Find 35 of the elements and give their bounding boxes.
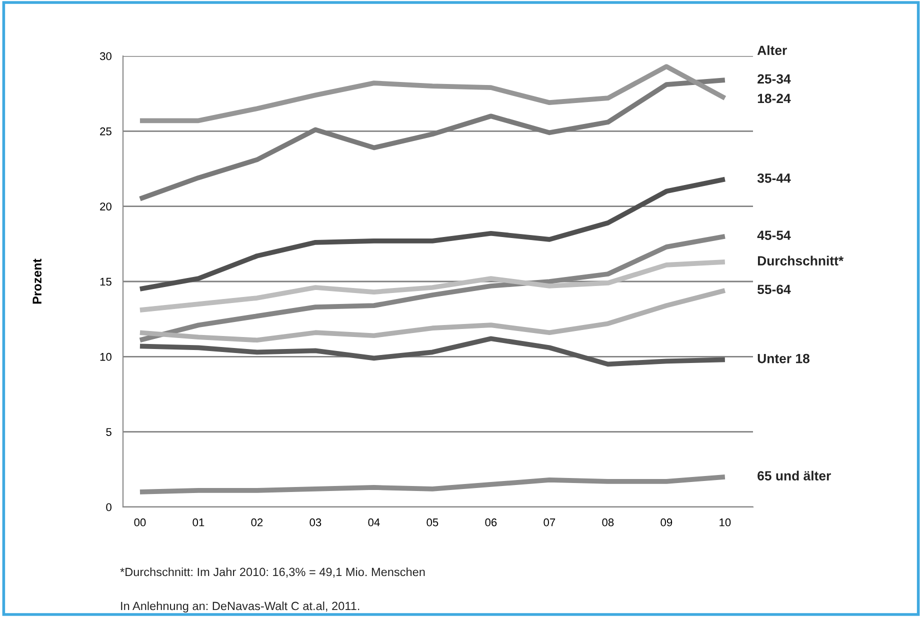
text: *Durchschnitt: Im Jahr 2010: 16,3% = 49,1 Mio. Menschen xyxy=(120,567,425,578)
x-tick-label: 09 xyxy=(660,518,672,526)
x-tick-label: 01 xyxy=(192,518,204,526)
x-tick-label: 07 xyxy=(544,518,556,526)
text: 35-44 xyxy=(757,173,791,183)
x-tick-label: 03 xyxy=(310,518,322,526)
y-tick-label: 0 xyxy=(106,503,112,512)
text: 18-24 xyxy=(758,94,791,104)
text: 65 und älter xyxy=(758,470,831,480)
x-tick-label: 08 xyxy=(602,518,614,526)
text: Durchschnitt* xyxy=(758,256,844,266)
x-tick-label: 06 xyxy=(485,518,497,526)
line-series xyxy=(138,474,728,494)
y-tick-label: 5 xyxy=(106,428,112,436)
y-tick-label: 25 xyxy=(100,127,112,136)
text: In Anlehnung an: DeNavas-Walt C at.al, 2011. xyxy=(121,601,360,613)
line-series xyxy=(138,64,728,124)
x-tick-label: 10 xyxy=(720,518,731,526)
line-series xyxy=(138,176,728,292)
y-tick-label: 10 xyxy=(100,352,112,361)
text: 25-34 xyxy=(758,74,791,84)
x-tick-label: 04 xyxy=(368,518,380,526)
x-tick-label: 05 xyxy=(426,518,438,526)
y-axis-title: Prozent xyxy=(32,258,42,304)
line-series xyxy=(138,260,728,312)
line-series xyxy=(138,288,728,343)
x-tick-label: 02 xyxy=(251,518,263,526)
legend-title: Alter xyxy=(757,45,787,56)
text: 55-64 xyxy=(758,284,791,294)
text: 45-54 xyxy=(757,230,791,240)
text: Unter 18 xyxy=(758,354,810,364)
y-tick-label: 15 xyxy=(100,278,112,286)
y-tick-label: 20 xyxy=(100,202,112,210)
x-tick-label: 00 xyxy=(134,518,146,526)
y-tick-label: 30 xyxy=(100,52,112,60)
